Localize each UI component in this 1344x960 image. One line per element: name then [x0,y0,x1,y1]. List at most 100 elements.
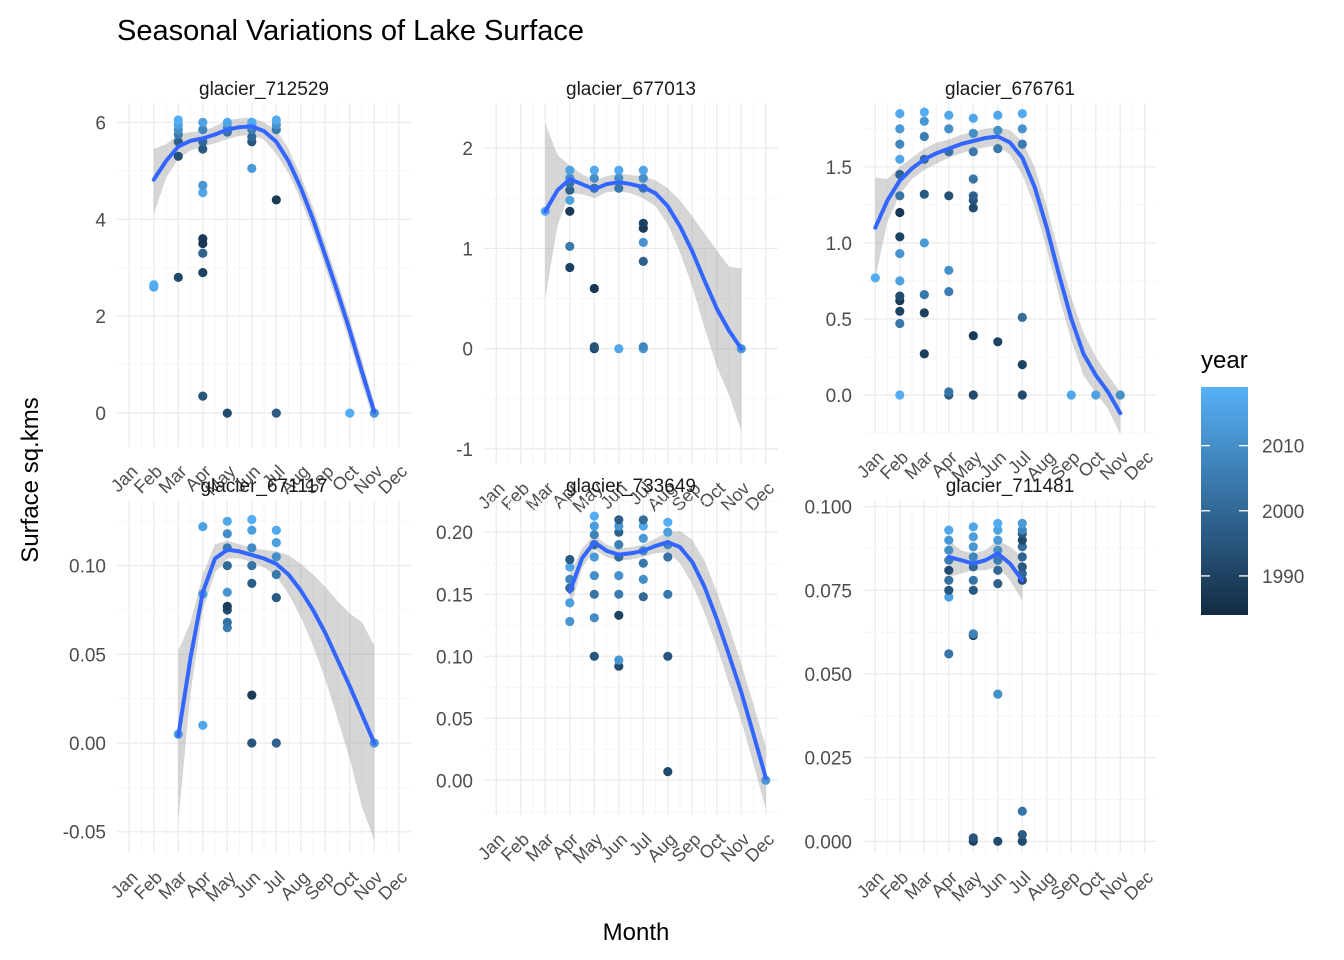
data-point [198,391,208,401]
data-point [614,173,624,183]
data-point [663,552,673,562]
legend-colorbar [1201,387,1248,615]
data-point [944,545,954,555]
legend-label: 2010 [1262,437,1304,458]
data-point [1017,139,1027,149]
data-point [1017,542,1027,552]
data-point [638,515,648,525]
data-point [222,587,232,597]
y-tick-label: 0.20 [436,523,473,544]
data-point [173,272,183,282]
y-axis-title: Surface sq.kms [17,397,44,562]
data-point [968,575,978,585]
data-point [222,601,232,612]
smooth-trend-line [873,134,1123,416]
smooth-trend-line [543,177,744,351]
data-point [614,610,624,620]
y-tick-label: 0.050 [804,665,852,686]
color-legend: year 2010 2000 1990 [1201,347,1304,615]
data-point [968,833,978,843]
data-point [198,117,208,127]
data-point [638,256,648,266]
data-point [993,535,1003,545]
data-point [944,110,954,120]
y-tick-label: 0.00 [69,734,106,755]
x-tick-label: Dec [1120,447,1157,484]
data-point [919,107,929,117]
panel-grid [117,500,411,853]
data-point [895,109,905,119]
data-point [149,280,159,290]
data-point [895,232,905,242]
legend-label: 1990 [1262,567,1304,588]
data-point [222,529,232,539]
data-point [614,655,624,665]
panel-title: glacier_676761 [945,79,1075,100]
data-point [589,651,599,661]
data-point [173,115,183,125]
data-point [968,331,978,341]
data-point [968,522,978,532]
panel-title: glacier_671117 [200,476,327,497]
y-tick-label: 0 [95,404,106,425]
data-point [944,287,954,297]
data-point [565,241,575,251]
data-point [663,517,673,527]
data-point [968,191,978,201]
data-point [589,165,599,175]
y-tick-label: 0.5 [826,310,852,331]
data-point [993,110,1003,120]
data-point [614,571,624,581]
data-point [919,290,929,300]
y-tick-label: -0.05 [63,823,106,844]
x-tick-label: Dec [741,829,778,866]
data-point [919,349,929,359]
data-point [895,306,905,316]
data-point [944,649,954,659]
data-point [198,522,208,532]
data-point [944,265,954,275]
smooth-trend-line [567,540,768,780]
data-point [1017,360,1027,370]
data-point [895,318,905,329]
data-point [222,561,232,571]
data-point [638,574,648,585]
facet-panel-1: 0246JanFebMarAprMayJunJulAugSepOctNovDec… [95,79,411,499]
data-point [919,131,929,142]
y-tick-label: 1 [462,239,473,260]
x-axis-title: Month [603,919,670,946]
data-point [638,173,648,183]
smooth-trend-line [151,124,377,415]
data-point [895,124,905,134]
data-point [198,180,208,190]
facet-panel-6: 0.0000.0250.0500.0750.100JanFebMarAprMay… [804,476,1157,905]
data-point [968,585,978,595]
data-point [271,538,281,548]
data-point [565,598,575,608]
data-point [919,116,929,126]
data-point [968,532,978,542]
data-point [222,516,232,526]
legend-label: 2000 [1262,502,1304,523]
data-point [589,521,599,531]
confidence-ribbon [569,531,766,809]
panel-title: glacier_733649 [566,476,696,497]
data-point [565,262,575,273]
data-point [247,525,257,535]
data-point [944,592,954,602]
data-point [565,185,575,195]
data-point [345,408,355,418]
data-point [247,690,257,700]
data-point [198,188,208,198]
data-point [968,113,978,123]
data-point [638,342,648,352]
x-tick-label: Dec [374,867,411,904]
y-tick-label: 2 [462,139,473,160]
data-point [614,344,624,354]
data-point [895,191,905,201]
data-point [198,248,208,258]
data-point [1017,830,1027,840]
data-point [663,589,673,599]
data-point [968,147,978,157]
data-point [614,515,624,525]
